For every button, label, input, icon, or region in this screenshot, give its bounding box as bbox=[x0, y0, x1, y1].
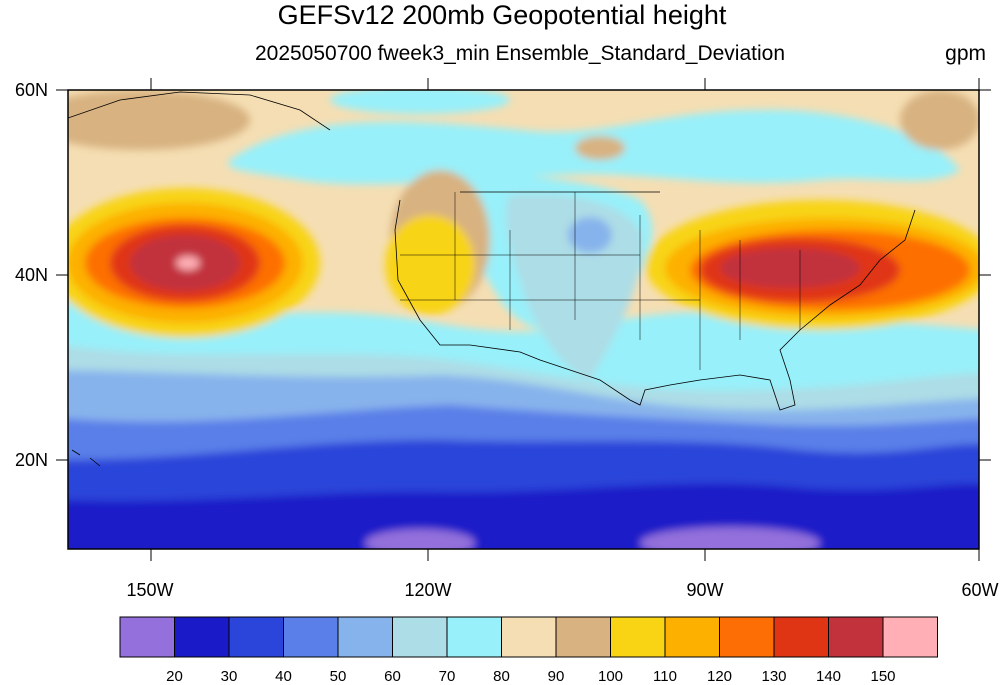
colorbar-swatch bbox=[228, 616, 284, 658]
colorbar-label: 30 bbox=[220, 668, 238, 685]
colorbar-label: 110 bbox=[653, 668, 677, 685]
colorbar-label: 120 bbox=[706, 668, 733, 685]
colorbar-swatch bbox=[337, 616, 393, 658]
colorbar-swatch bbox=[392, 616, 448, 658]
colorbar-swatch bbox=[555, 616, 611, 658]
colorbar-label: 80 bbox=[493, 668, 510, 685]
colorbar-label: 70 bbox=[438, 668, 456, 685]
colorbar-swatch bbox=[828, 616, 884, 658]
colorbar bbox=[119, 616, 938, 658]
units-label: gpm bbox=[945, 42, 986, 65]
colorbar-label: 140 bbox=[815, 668, 842, 685]
colorbar-label: 150 bbox=[870, 668, 896, 685]
plot-title: GEFSv12 200mb Geopotential height bbox=[277, 0, 727, 30]
contour-field bbox=[68, 90, 979, 549]
colorbar-swatch bbox=[882, 616, 938, 658]
axis-ticks bbox=[56, 78, 991, 561]
colorbar-swatch bbox=[283, 616, 339, 658]
colorbar-label: 130 bbox=[761, 668, 787, 685]
lon-label-150w: 150W bbox=[126, 580, 174, 600]
colorbar-swatch bbox=[773, 616, 829, 658]
colorbar-swatch bbox=[174, 616, 230, 658]
colorbar-swatch bbox=[664, 616, 720, 658]
plot-frame bbox=[67, 89, 980, 550]
colorbar-swatch bbox=[719, 616, 775, 658]
colorbar-label: 90 bbox=[547, 668, 565, 685]
lat-label-20n: 20N bbox=[14, 450, 48, 470]
lon-label-120w: 120W bbox=[404, 580, 452, 600]
lon-label-60w: 60W bbox=[961, 580, 999, 600]
colorbar-swatch bbox=[501, 616, 557, 658]
colorbar-label: 60 bbox=[384, 668, 401, 685]
plot-subtitle: 2025050700 fweek3_min Ensemble_Standard_… bbox=[254, 42, 786, 65]
colorbar-swatch bbox=[119, 616, 175, 658]
lat-label-40n: 40N bbox=[14, 265, 48, 285]
colorbar-label: 100 bbox=[597, 668, 624, 685]
colorbar-label: 20 bbox=[166, 668, 183, 685]
lon-label-90w: 90W bbox=[686, 580, 724, 600]
colorbar-swatch bbox=[446, 616, 502, 658]
state-borders bbox=[400, 192, 801, 370]
lat-label-60n: 60N bbox=[14, 80, 48, 100]
colorbar-swatch bbox=[610, 616, 666, 658]
colorbar-label: 40 bbox=[275, 668, 292, 685]
colorbar-label: 50 bbox=[329, 668, 347, 685]
coastlines bbox=[68, 91, 916, 467]
